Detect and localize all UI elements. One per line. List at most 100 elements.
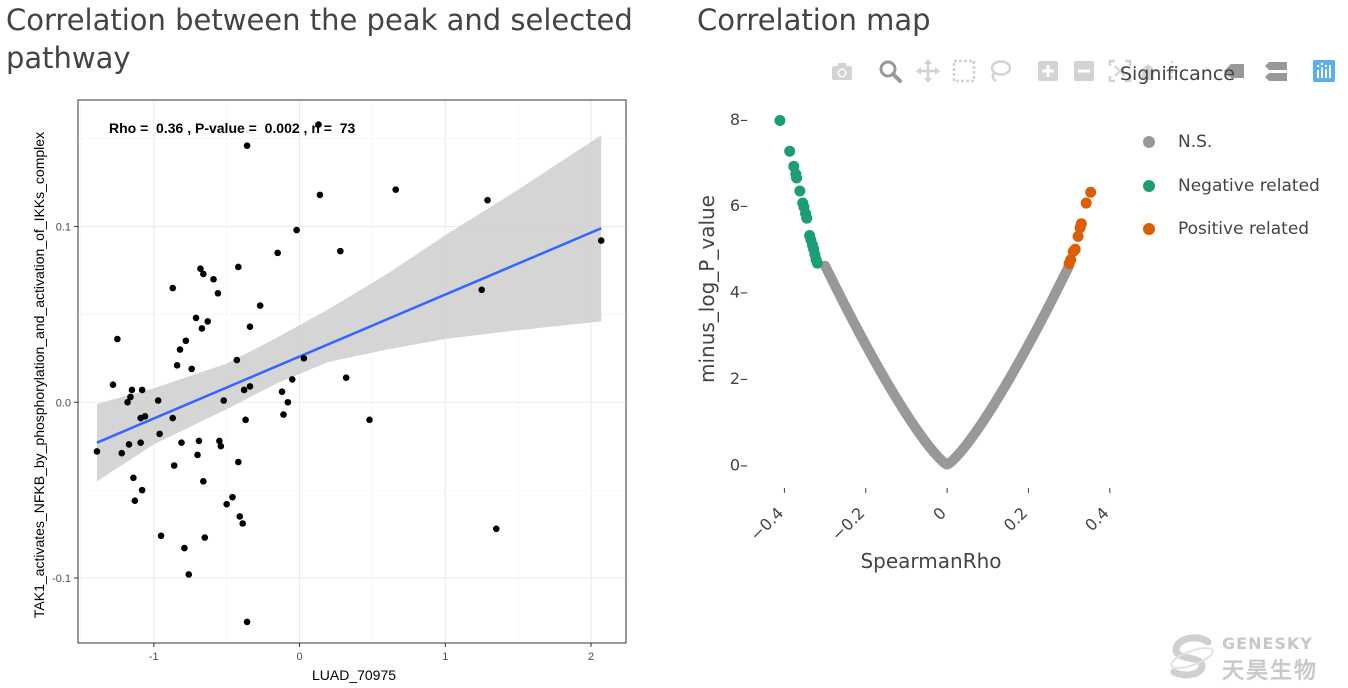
y-axis-label: TAK1_activates_NFKB_by_phosphorylation_a… bbox=[31, 132, 47, 618]
legend-ns-label: N.S. bbox=[1178, 132, 1213, 152]
data-point bbox=[170, 462, 178, 469]
data-point bbox=[216, 437, 223, 445]
x-tick-label: 0 bbox=[929, 503, 950, 524]
data-point bbox=[137, 439, 144, 446]
pan-icon[interactable] bbox=[916, 58, 940, 84]
reset-axes-icon[interactable] bbox=[1136, 58, 1160, 84]
data-point bbox=[246, 383, 254, 390]
data-point bbox=[366, 416, 373, 424]
legend-ns-marker bbox=[1143, 136, 1155, 148]
genesky-watermark: GENESKY 天昊生物 bbox=[1168, 632, 1330, 684]
peak-pathway-scatter-chart: TAK1_activates_NFKB_by_phosphorylation_a… bbox=[31, 99, 627, 683]
data-point bbox=[243, 618, 251, 626]
data-point bbox=[242, 416, 249, 424]
data-point bbox=[280, 411, 287, 418]
lasso-icon[interactable] bbox=[988, 58, 1012, 84]
hover-closest-icon[interactable] bbox=[1222, 58, 1246, 84]
camera-icon[interactable] bbox=[830, 58, 854, 84]
y-axis-label: minus_log_P_value bbox=[695, 195, 719, 383]
x-axis-label: LUAD_70975 bbox=[312, 667, 396, 683]
y-tick-label: -0.1 bbox=[52, 573, 71, 585]
right-chart-title: Correlation map bbox=[697, 3, 931, 37]
data-point bbox=[200, 270, 207, 278]
data-point bbox=[337, 247, 344, 255]
positive-point bbox=[1072, 230, 1084, 242]
y-tick-label: 0– bbox=[730, 456, 748, 475]
negative-point bbox=[811, 257, 823, 269]
data-point bbox=[274, 249, 281, 257]
zoom-icon[interactable] bbox=[878, 58, 902, 84]
data-point bbox=[229, 493, 236, 501]
spike-lines-icon[interactable] bbox=[1164, 58, 1188, 84]
data-point bbox=[392, 186, 400, 193]
data-point bbox=[200, 478, 207, 485]
data-point bbox=[169, 414, 177, 422]
negative-point bbox=[801, 212, 813, 224]
y-tick-label: 0.1 bbox=[56, 222, 71, 234]
negative-point bbox=[784, 145, 796, 157]
data-point bbox=[93, 448, 101, 455]
correlation-annotation: Rho = 0.36 , P-value = 0.002 , n = 73 bbox=[109, 120, 356, 136]
data-point bbox=[178, 439, 185, 446]
zoom-out-icon[interactable] bbox=[1072, 58, 1096, 84]
data-point bbox=[235, 458, 242, 466]
data-point bbox=[124, 398, 131, 406]
confidence-band bbox=[96, 135, 602, 482]
data-point bbox=[256, 302, 264, 309]
data-point bbox=[198, 325, 206, 332]
left-chart-title: Correlation between the peak and selecte… bbox=[6, 3, 633, 75]
hover-compare-icon[interactable] bbox=[1264, 58, 1288, 84]
zoom-in-icon[interactable] bbox=[1036, 58, 1060, 84]
regression-line bbox=[96, 227, 602, 444]
data-point bbox=[130, 474, 137, 482]
x-axis-label: SpearmanRho bbox=[860, 549, 1001, 573]
data-point bbox=[138, 386, 146, 394]
x-tick-label: 1 bbox=[442, 651, 448, 663]
data-point bbox=[214, 290, 222, 297]
data-point bbox=[176, 346, 184, 353]
data-point bbox=[173, 362, 181, 369]
box-select-icon[interactable] bbox=[952, 58, 976, 84]
data-point bbox=[197, 265, 204, 272]
legend-title: Significance bbox=[1120, 63, 1235, 85]
data-point bbox=[293, 226, 300, 234]
legend-positive-marker bbox=[1143, 223, 1155, 235]
data-point bbox=[235, 263, 242, 271]
data-point bbox=[182, 337, 190, 345]
data-point bbox=[288, 376, 296, 383]
plot-panel-border bbox=[77, 99, 627, 644]
correlation-map-chart: minus_log_P_value SpearmanRho 0– 2– 4– 6– 8–… bbox=[695, 110, 1113, 573]
data-point bbox=[141, 413, 149, 420]
data-point bbox=[131, 497, 139, 504]
data-point bbox=[240, 386, 248, 394]
data-point bbox=[316, 191, 324, 199]
data-point bbox=[114, 335, 121, 343]
negative-point bbox=[794, 185, 806, 197]
positive-point bbox=[1075, 218, 1087, 230]
x-tick-label: -1 bbox=[149, 651, 159, 663]
negative-point bbox=[774, 115, 786, 127]
y-tick-label: 2– bbox=[730, 369, 748, 388]
data-point bbox=[236, 513, 244, 520]
data-point bbox=[156, 430, 163, 438]
data-point bbox=[492, 525, 500, 533]
x-tick-label: 0 bbox=[296, 651, 302, 663]
data-point bbox=[597, 237, 605, 244]
data-point bbox=[342, 374, 350, 381]
data-point bbox=[246, 323, 254, 330]
data-point bbox=[195, 437, 203, 445]
y-tick-label: 8– bbox=[730, 110, 748, 129]
plotly-logo-icon[interactable] bbox=[1312, 58, 1336, 84]
data-point bbox=[210, 275, 217, 283]
data-point bbox=[239, 520, 246, 527]
x-tick-label: 0.2 bbox=[1000, 503, 1031, 534]
x-tick-label: −0.2 bbox=[828, 503, 869, 544]
autoscale-icon[interactable] bbox=[1108, 58, 1132, 84]
legend-negative-marker bbox=[1143, 180, 1155, 192]
watermark-english: GENESKY bbox=[1222, 634, 1313, 653]
positive-point bbox=[1080, 197, 1092, 209]
data-point bbox=[204, 318, 212, 325]
data-point bbox=[109, 381, 117, 388]
data-point bbox=[154, 397, 162, 404]
data-point bbox=[233, 356, 241, 364]
